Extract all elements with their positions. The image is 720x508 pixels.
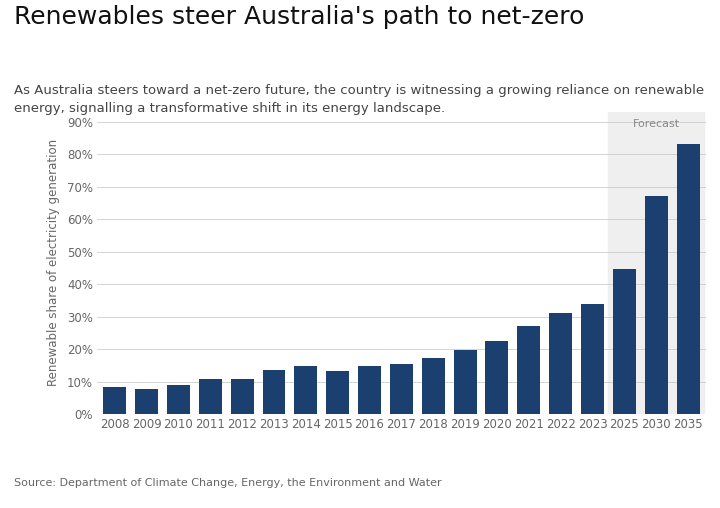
Bar [103, 388, 126, 414]
Text: As Australia steers toward a net-zero future, the country is witnessing a growin: As Australia steers toward a net-zero fu… [14, 84, 705, 115]
Bar [549, 312, 572, 414]
Bar [263, 370, 285, 414]
Bar [390, 364, 413, 414]
Bar [581, 303, 604, 414]
Bar [677, 144, 700, 414]
Text: Source: Department of Climate Change, Energy, the Environment and Water: Source: Department of Climate Change, En… [14, 478, 442, 488]
Bar [645, 196, 667, 414]
Bar [199, 379, 222, 414]
Bar [358, 366, 381, 414]
Bar [485, 341, 508, 414]
Bar [230, 379, 253, 414]
Bar [167, 385, 190, 414]
Bar [422, 358, 445, 414]
Bar [454, 350, 477, 414]
Text: Renewables steer Australia's path to net-zero: Renewables steer Australia's path to net… [14, 5, 585, 29]
Text: IBIS: IBIS [562, 475, 595, 490]
Bar [518, 326, 540, 414]
Bar [135, 389, 158, 414]
Text: Forecast: Forecast [633, 119, 680, 130]
Bar [608, 112, 704, 414]
Bar [294, 366, 318, 414]
Bar [613, 269, 636, 414]
Bar [326, 371, 349, 414]
Y-axis label: Renewable share of electricity generation: Renewable share of electricity generatio… [47, 139, 60, 387]
Text: World: World [598, 475, 643, 490]
